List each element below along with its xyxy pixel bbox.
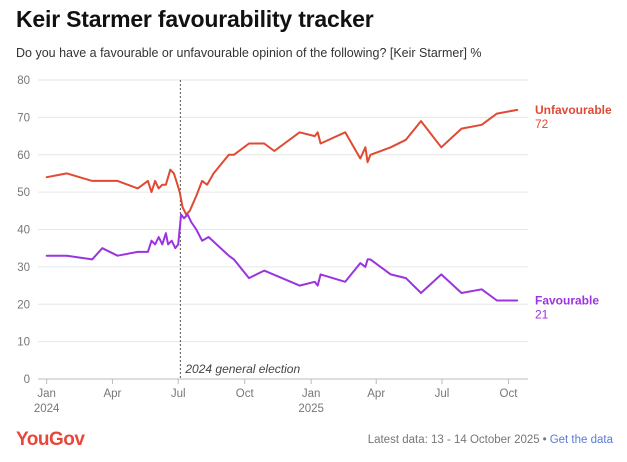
- y-tick-label: 10: [17, 337, 30, 349]
- latest-data-text: Latest data: 13 - 14 October 2025: [367, 434, 540, 446]
- y-tick-label: 20: [17, 299, 30, 311]
- y-tick-label: 80: [17, 75, 30, 87]
- chart-subtitle: Do you have a favourable or unfavourable…: [16, 46, 482, 60]
- y-tick-label: 30: [17, 262, 30, 274]
- series-value-favourable: 21: [535, 308, 549, 322]
- x-axis-ticks: Jan 2024 Apr Jul Oct Jan 2025 Apr Jul Oct: [34, 379, 518, 415]
- grid-lines: [38, 79, 528, 380]
- footer-separator: •: [542, 434, 547, 446]
- series-value-unfavourable: 72: [535, 117, 549, 131]
- election-marker-label: 2024 general election: [184, 362, 300, 376]
- x-tick-label: Jul: [171, 388, 186, 400]
- y-tick-label: 70: [17, 112, 30, 124]
- x-tick-label: Apr: [367, 388, 385, 400]
- x-tick-year: 2024: [34, 403, 60, 415]
- x-tick-label: Oct: [236, 388, 255, 400]
- x-tick-label: Jan: [302, 388, 321, 400]
- y-tick-label: 0: [24, 374, 30, 386]
- x-tick-year: 2025: [298, 403, 324, 415]
- get-data-link[interactable]: Get the data: [549, 434, 613, 446]
- series-label-unfavourable: Unfavourable: [535, 103, 612, 117]
- x-tick-label: Jan: [37, 388, 56, 400]
- x-tick-label: Apr: [103, 388, 121, 400]
- x-tick-label: Oct: [500, 388, 519, 400]
- y-tick-label: 40: [17, 225, 30, 237]
- series: [45, 108, 519, 302]
- yougov-logo: YouGov: [16, 429, 85, 450]
- chart-title: Keir Starmer favourability tracker: [16, 6, 374, 32]
- x-tick-label: Jul: [435, 388, 450, 400]
- footer-note: Latest data: 13 - 14 October 2025 • Get th…: [368, 434, 613, 446]
- series-label-favourable: Favourable: [535, 294, 599, 308]
- series-line-unfavourable: [45, 108, 519, 216]
- series-line-favourable: [45, 213, 519, 302]
- y-axis-ticks: 0 10 20 30 40 50 60 70 80: [17, 75, 30, 386]
- y-tick-label: 60: [17, 150, 30, 162]
- y-tick-label: 50: [17, 187, 30, 199]
